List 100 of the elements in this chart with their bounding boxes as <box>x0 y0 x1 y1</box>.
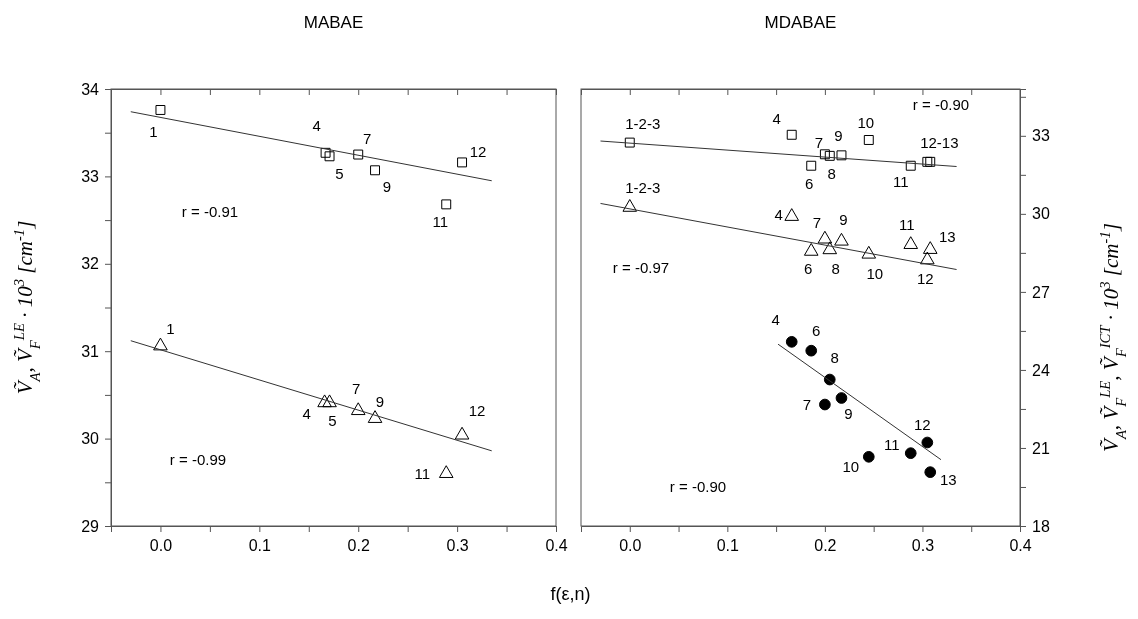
annotation: 7 <box>802 395 812 413</box>
y-tick-label: 27 <box>1032 283 1050 301</box>
annotation: 8 <box>830 348 839 366</box>
x-tick-label: 0.1 <box>248 537 272 555</box>
annotation: 7 <box>812 214 822 232</box>
annotation: 10 <box>866 265 884 283</box>
point <box>324 151 335 162</box>
annotation: 11 <box>432 212 449 230</box>
point <box>835 392 848 404</box>
annotation: 5 <box>335 164 344 182</box>
point <box>805 344 818 357</box>
point <box>924 466 937 478</box>
annotation: 4 <box>771 311 780 329</box>
x-axis-title: f(ε,n) <box>550 584 591 604</box>
annotation: 12-13 <box>920 134 959 152</box>
point <box>784 208 800 221</box>
point <box>155 105 166 115</box>
point <box>824 150 835 161</box>
annotation: 13 <box>938 227 956 245</box>
point <box>320 147 331 158</box>
annotation: 9 <box>382 177 392 195</box>
point <box>819 149 830 160</box>
point <box>904 447 917 460</box>
annotation: 10 <box>857 114 875 132</box>
y-tick-label: 21 <box>1032 439 1050 457</box>
point <box>370 165 381 176</box>
point <box>822 241 838 255</box>
chart-title: MABAE <box>303 13 364 32</box>
annotation: 11 <box>414 464 431 482</box>
point <box>622 199 638 212</box>
annotation: 8 <box>831 260 840 277</box>
annotation: 11 <box>892 172 909 190</box>
annotation: 12 <box>468 402 486 420</box>
x-tick-label: 0.2 <box>347 537 370 555</box>
annotation: 9 <box>834 126 843 144</box>
x-tick-label: 0.3 <box>446 537 469 555</box>
y-tick-label: 34 <box>81 80 100 98</box>
annotation: 1 <box>166 320 175 338</box>
point <box>921 436 934 449</box>
annotation: 13 <box>939 471 957 489</box>
point <box>862 450 875 463</box>
annotation: 12 <box>469 142 487 160</box>
point <box>905 160 916 171</box>
annotation: 7 <box>352 379 361 397</box>
x-tick-label: 0.2 <box>814 537 837 555</box>
annotation: 11 <box>883 436 900 454</box>
point <box>786 129 797 140</box>
point <box>153 337 168 351</box>
point <box>350 402 366 416</box>
annotation: 4 <box>312 117 321 135</box>
annotation: 9 <box>375 392 385 410</box>
y-tick-label: 33 <box>81 168 100 186</box>
annotation: 5 <box>328 412 337 430</box>
y-tick-label: 31 <box>81 342 100 360</box>
annotation: 4 <box>772 110 781 128</box>
y-tick-label: 30 <box>81 430 100 448</box>
point <box>454 426 470 440</box>
annotation: 12 <box>916 270 934 288</box>
y-tick-label: 30 <box>1032 205 1050 223</box>
point <box>817 230 833 244</box>
x-tick-label: 0.0 <box>149 537 173 555</box>
y-tick-label: 33 <box>1032 127 1050 145</box>
annotation: 9 <box>839 211 848 229</box>
annotation: 1-2-3 <box>625 178 661 196</box>
annotation: r = -0.90 <box>912 96 970 114</box>
annotation: 4 <box>774 205 783 223</box>
point <box>863 135 874 145</box>
annotation: 6 <box>805 174 814 192</box>
annotation: r = -0.99 <box>169 451 227 469</box>
point <box>920 251 935 265</box>
annotation: 4 <box>302 405 311 423</box>
annotation: 7 <box>363 129 372 147</box>
point <box>803 242 819 256</box>
x-tick-label: 0.0 <box>619 537 642 555</box>
point <box>624 137 635 148</box>
point <box>322 394 337 408</box>
point <box>819 398 831 411</box>
y-tick-label: 29 <box>81 517 100 535</box>
annotation: 11 <box>898 215 915 233</box>
point <box>353 149 364 160</box>
annotation: r = -0.97 <box>612 259 670 277</box>
point <box>367 410 383 423</box>
x-tick-label: 0.1 <box>716 537 740 555</box>
point <box>457 157 468 168</box>
annotation: 1 <box>149 123 158 141</box>
y-tick-label: 18 <box>1032 517 1050 535</box>
annotation: 1-2-3 <box>625 114 661 132</box>
annotation: 9 <box>844 405 853 423</box>
annotation: r = -0.91 <box>181 203 239 221</box>
point <box>438 465 454 478</box>
annotation: 7 <box>814 133 824 151</box>
point <box>317 394 332 408</box>
annotation: r = -0.90 <box>669 478 727 496</box>
x-tick-label: 0.4 <box>545 537 568 555</box>
point <box>861 245 877 259</box>
annotation: 6 <box>812 321 821 339</box>
point <box>836 150 847 161</box>
point <box>922 241 938 254</box>
x-tick-label: 0.3 <box>911 537 935 555</box>
y-tick-label: 24 <box>1032 361 1050 379</box>
